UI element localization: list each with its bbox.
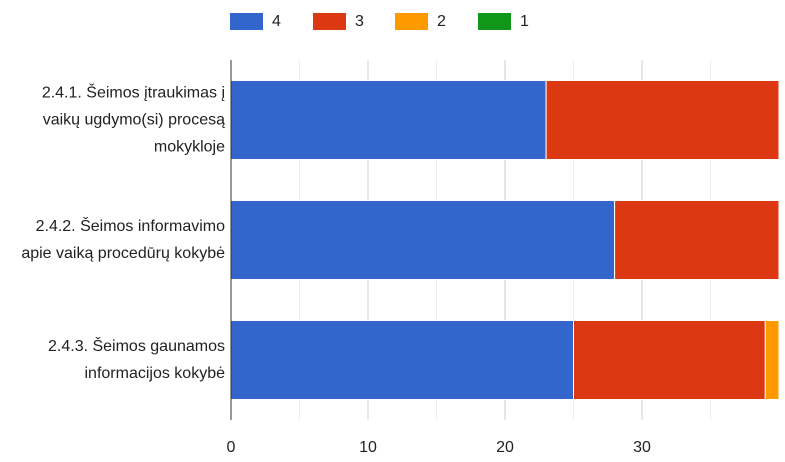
legend-swatch [313,13,346,30]
bar-segment [230,320,574,400]
bar-segment [230,80,547,160]
bar-segment [764,320,780,400]
category-label: 2.4.1. Šeimos įtraukimas į vaikų ugdymo(… [41,84,225,156]
bar-segment [230,200,616,280]
legend-swatch [230,13,263,30]
bar-segment [545,80,780,160]
legend-label: 4 [272,13,281,30]
x-tick-label: 30 [633,439,651,456]
x-tick-label: 0 [227,439,236,456]
legend-label: 3 [355,13,364,30]
x-tick-label: 10 [359,439,377,456]
legend-label: 2 [437,13,446,30]
x-tick-label: 20 [496,439,514,456]
legend-swatch [478,13,511,30]
bar-segment [614,200,780,280]
category-label: 2.4.2. Šeimos informavimo apie vaiką pro… [21,218,225,262]
legend-label: 1 [520,13,529,30]
category-label: 2.4.3. Šeimos gaunamos informacijos koky… [48,338,225,382]
legend-swatch [395,13,428,30]
bar-segment [573,320,766,400]
